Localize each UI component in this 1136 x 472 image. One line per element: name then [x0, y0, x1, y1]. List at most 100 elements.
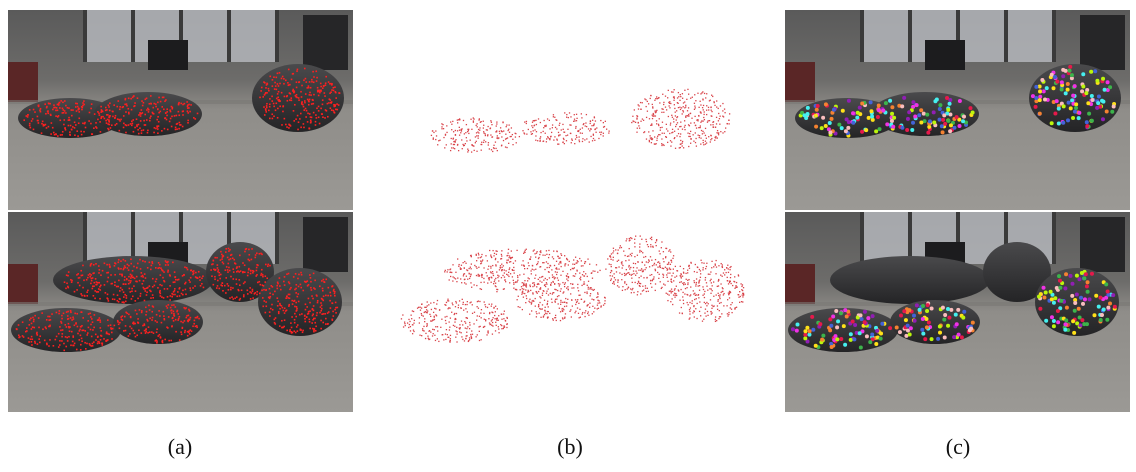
point [680, 140, 681, 141]
keypoint [179, 295, 181, 297]
point [650, 283, 651, 284]
point [727, 123, 728, 124]
point [496, 318, 497, 319]
feature-dot [1045, 86, 1049, 90]
feature-dot [947, 316, 951, 320]
point [655, 269, 656, 270]
keypoint [141, 272, 143, 274]
point [409, 321, 410, 322]
keypoint [126, 105, 128, 107]
point [536, 313, 537, 314]
keypoint [289, 297, 291, 299]
point [470, 267, 471, 268]
keypoint [110, 127, 112, 129]
keypoint [37, 343, 39, 345]
keypoint [312, 71, 314, 73]
point [501, 136, 502, 137]
point [452, 302, 453, 303]
point [502, 275, 503, 276]
point [459, 135, 460, 136]
keypoint [29, 109, 31, 111]
point [556, 120, 557, 121]
point [666, 124, 667, 125]
keypoint [130, 280, 132, 282]
point [639, 286, 640, 287]
point [596, 127, 597, 128]
keypoint [294, 313, 296, 315]
point [714, 102, 715, 103]
keypoint [288, 273, 290, 275]
keypoint [217, 267, 219, 269]
keypoint [277, 93, 279, 95]
point [650, 256, 651, 257]
keypoint [82, 287, 84, 289]
point [668, 116, 669, 117]
point [492, 317, 493, 318]
keypoint [52, 127, 54, 129]
point [536, 264, 537, 265]
keypoint [67, 311, 69, 313]
point [640, 293, 641, 294]
point [533, 130, 534, 131]
point [581, 285, 582, 286]
point [654, 110, 655, 111]
point [489, 324, 490, 325]
keypoint [293, 90, 295, 92]
point [707, 122, 708, 123]
point [639, 246, 640, 247]
keypoint [319, 123, 321, 125]
keypoint [132, 296, 134, 298]
keypoint [322, 104, 324, 106]
keypoint [110, 274, 112, 276]
point [718, 279, 719, 280]
feature-dot [913, 319, 917, 323]
point [527, 280, 528, 281]
point [666, 128, 667, 129]
keypoint [132, 119, 134, 121]
point [450, 317, 451, 318]
keypoint [34, 342, 36, 344]
keypoint [317, 91, 319, 93]
keypoint [187, 104, 189, 106]
point [667, 130, 668, 131]
point [661, 127, 662, 128]
keypoint [181, 293, 183, 295]
keypoint [236, 296, 238, 298]
point [503, 328, 504, 329]
point [682, 110, 683, 111]
feature-dot [952, 126, 956, 130]
point [469, 322, 470, 323]
point [726, 305, 727, 306]
keypoint [171, 325, 173, 327]
feature-dot [1087, 112, 1091, 116]
point [466, 269, 467, 270]
point [670, 124, 671, 125]
keypoint [331, 109, 333, 111]
point [603, 133, 604, 134]
point [534, 278, 535, 279]
point [558, 135, 559, 136]
point [423, 315, 424, 316]
point [521, 294, 522, 295]
feature-dot [1044, 291, 1048, 295]
point [468, 133, 469, 134]
point [574, 276, 575, 277]
keypoint [64, 281, 66, 283]
point [710, 299, 711, 300]
point [589, 264, 590, 265]
point [692, 97, 693, 98]
point [638, 105, 639, 106]
point [678, 290, 679, 291]
keypoint [266, 92, 268, 94]
keypoint [156, 342, 158, 344]
keypoint [146, 311, 148, 313]
point [643, 289, 644, 290]
keypoint [318, 116, 320, 118]
keypoint [271, 113, 273, 115]
feature-dot [960, 335, 964, 339]
point [655, 115, 656, 116]
keypoint [126, 103, 128, 105]
point [695, 107, 696, 108]
keypoint [317, 300, 319, 302]
keypoint [63, 350, 65, 352]
